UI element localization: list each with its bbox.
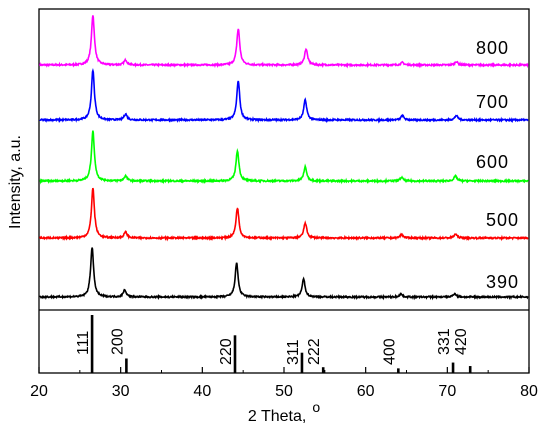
series-line-600 [39, 130, 529, 185]
reference-label-220: 220 [218, 338, 235, 365]
reference-label-331: 331 [436, 328, 453, 355]
x-tick-label-20: 20 [30, 383, 48, 400]
series-labels: 800 700 600 500 390 [476, 38, 519, 292]
reference-label-200: 200 [109, 328, 126, 355]
x-axis-title-superscript: o [312, 399, 320, 415]
series-line-700 [39, 67, 529, 124]
series-line-500 [39, 187, 529, 242]
reference-label-400: 400 [381, 338, 398, 365]
x-axis-ticks: 20 30 40 50 60 70 80 [30, 367, 538, 400]
series-line-390 [39, 247, 529, 301]
series-layer [39, 15, 529, 301]
x-axis-title: 2 Theta,o [248, 399, 320, 425]
reference-label-420: 420 [453, 328, 470, 355]
reference-pattern: 111 200 220 311 222 400 331 420 [75, 315, 472, 373]
series-line-800 [39, 15, 529, 69]
reference-label-111: 111 [75, 331, 92, 355]
x-tick-label-80: 80 [520, 383, 538, 400]
reference-label-311: 311 [285, 339, 302, 365]
series-label-700: 700 [476, 92, 509, 112]
y-axis-title: Intensity, a.u. [7, 135, 24, 229]
reference-label-222: 222 [306, 338, 323, 365]
x-tick-label-60: 60 [357, 383, 375, 400]
x-tick-label-50: 50 [275, 383, 293, 400]
series-label-390: 390 [486, 272, 519, 292]
x-tick-label-30: 30 [112, 383, 130, 400]
x-tick-label-70: 70 [438, 383, 456, 400]
x-tick-label-40: 40 [193, 383, 211, 400]
series-label-800: 800 [476, 38, 509, 58]
series-label-600: 600 [476, 152, 509, 172]
series-label-500: 500 [486, 210, 519, 230]
